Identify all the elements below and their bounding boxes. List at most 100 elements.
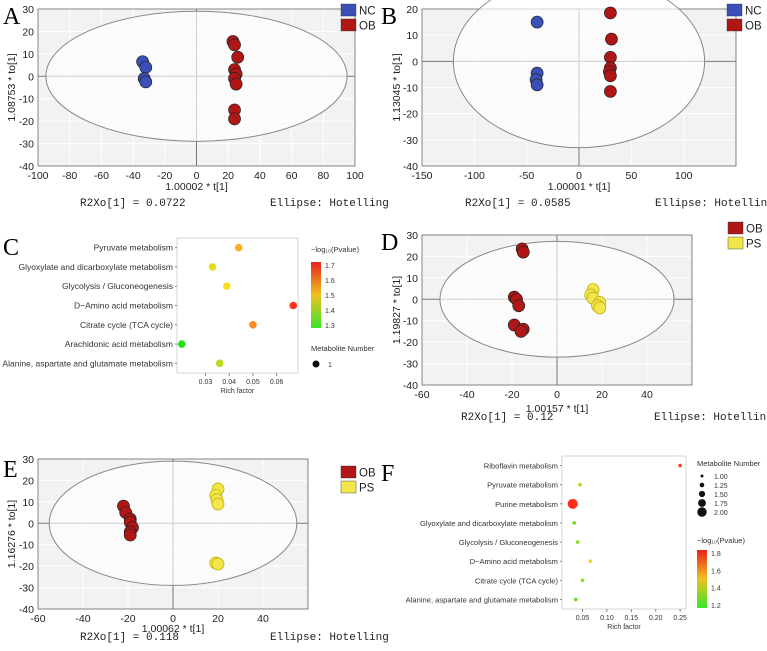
category-label: Pyruvate metabolism (487, 481, 558, 490)
x-axis-label: 1.00002 * t[1] (165, 181, 228, 193)
x-tick-label: 0.25 (673, 615, 687, 622)
y-tick-label: 0 (28, 71, 34, 83)
size-legend-dot (312, 360, 320, 368)
colorbar-tick-label: 1.7 (325, 263, 335, 270)
x-tick-label: 0 (170, 613, 176, 625)
y-tick-label: -20 (19, 561, 34, 573)
legend-swatch-ob (340, 465, 357, 479)
x-tick-label: 0 (554, 389, 560, 401)
x-tick-label: -60 (94, 170, 109, 182)
size-legend-dot (698, 499, 706, 507)
y-axis-label: 1.19827 * to[1] (391, 276, 403, 344)
y-tick-label: 10 (22, 497, 34, 509)
y-tick-label: 0 (412, 56, 418, 68)
size-legend-label: 1.50 (714, 492, 728, 499)
bubble-point (678, 463, 682, 468)
size-legend-dot (699, 482, 705, 488)
y-axis-label: 1.16276 * to[1] (6, 500, 18, 568)
y-tick-label: 0 (28, 518, 34, 530)
ellipse-label: Ellipse: Hotelling (655, 198, 767, 210)
legend-label-ob: OB (746, 224, 763, 236)
x-tick-label: 100 (346, 170, 364, 182)
colorbar-tick-label: 1.2 (711, 603, 721, 610)
bubble-point (234, 243, 243, 252)
enrichment-plot-f: Riboflavin metabolism Pyruvate metabolism… (406, 455, 761, 631)
y-tick-label: 30 (406, 230, 418, 242)
y-tick-label: -30 (403, 135, 418, 147)
x-tick-label: 20 (212, 613, 224, 625)
stats-label: R2Xo[1] = 0.0585 (465, 198, 571, 210)
data-point-ob (516, 245, 530, 259)
category-label: Glycolysis / Gluconeogenesis (459, 538, 558, 547)
x-axis-label: Rich factor (221, 388, 255, 395)
category-label: Glyoxylate and dicarboxylate metabolism (19, 262, 174, 272)
data-point-ob (514, 325, 528, 338)
bubble-point (215, 359, 224, 368)
x-tick-label: -50 (519, 170, 534, 182)
panel-label-a: A (3, 4, 21, 30)
bubble-point (575, 540, 580, 544)
legend-label-nc: NC (745, 6, 762, 18)
bubble-point (573, 597, 578, 602)
x-tick-label: 0.20 (649, 615, 663, 622)
category-label: Glyoxylate and dicarboxylate metabolism (420, 519, 558, 528)
size-legend-label: 1.25 (714, 483, 728, 490)
size-legend-label: 1 (328, 362, 332, 369)
x-tick-label: 0.04 (222, 379, 236, 386)
category-label: Riboflavin metabolism (484, 462, 558, 471)
data-point-ob (228, 112, 241, 126)
y-tick-label: -10 (403, 83, 418, 95)
data-point-ps (211, 557, 225, 571)
data-point-ps (211, 497, 225, 511)
x-axis-label: 1.00001 * t[1] (548, 181, 611, 193)
size-legend-label: 1.75 (714, 501, 728, 508)
x-tick-label: -20 (120, 613, 135, 625)
bubble-point (249, 320, 257, 329)
legend-swatch-ob (727, 221, 744, 235)
size-legend-label: 2.00 (714, 510, 728, 517)
data-point-ob (512, 299, 526, 313)
x-tick-label: 50 (625, 170, 637, 182)
data-point-nc (139, 75, 153, 89)
colorbar-tick-label: 1.6 (325, 278, 335, 285)
colorbar-tick-label: 1.4 (325, 308, 335, 315)
colorbar-tick-label: 1.8 (711, 551, 721, 558)
y-tick-label: -20 (403, 337, 418, 349)
plot-area (176, 237, 299, 374)
x-tick-label: -60 (30, 613, 45, 625)
x-tick-label: 40 (254, 170, 266, 182)
category-label: Arachidonic acid metabolism (65, 339, 173, 349)
hotelling-ellipse (48, 460, 298, 586)
category-label: D−Amino acid metabolism (470, 557, 558, 566)
x-tick-label: -40 (126, 170, 141, 182)
x-tick-label: -40 (75, 613, 90, 625)
bubble-point (177, 340, 186, 348)
y-tick-label: -40 (403, 161, 418, 173)
legend-swatch-ps (340, 480, 357, 494)
x-tick-label: -40 (459, 389, 474, 401)
data-point-ob (231, 50, 245, 64)
legend-label-ps: PS (746, 239, 762, 251)
x-tick-label: -20 (157, 170, 172, 182)
plot-area (561, 455, 687, 610)
y-axis-label: 1.08753 * to[1] (6, 53, 18, 121)
hotelling-ellipse (439, 240, 675, 358)
y-tick-label: 0 (412, 294, 418, 306)
colorbar-tick-label: 1.3 (325, 323, 335, 330)
y-tick-label: -30 (19, 139, 34, 151)
y-tick-label: -30 (403, 359, 418, 371)
legend-swatch-nc (340, 3, 357, 17)
ellipse-label: Ellipse: Hotelling (270, 198, 389, 210)
ellipse-label: Ellipse: Hotelling (270, 632, 389, 644)
x-tick-label: -150 (411, 170, 432, 182)
x-axis-label: 1.00157 * t[1] (526, 403, 589, 415)
stats-label: R2Xo[1] = 0.12 (461, 412, 553, 424)
legend-label-ob: OB (359, 468, 376, 480)
data-point-ob (604, 85, 617, 98)
y-tick-label: -10 (19, 540, 34, 552)
colorbar-tick-label: 1.4 (711, 586, 721, 593)
x-tick-label: 0.15 (625, 615, 639, 622)
x-tick-label: 0 (194, 170, 200, 182)
data-point-nc (530, 15, 544, 29)
